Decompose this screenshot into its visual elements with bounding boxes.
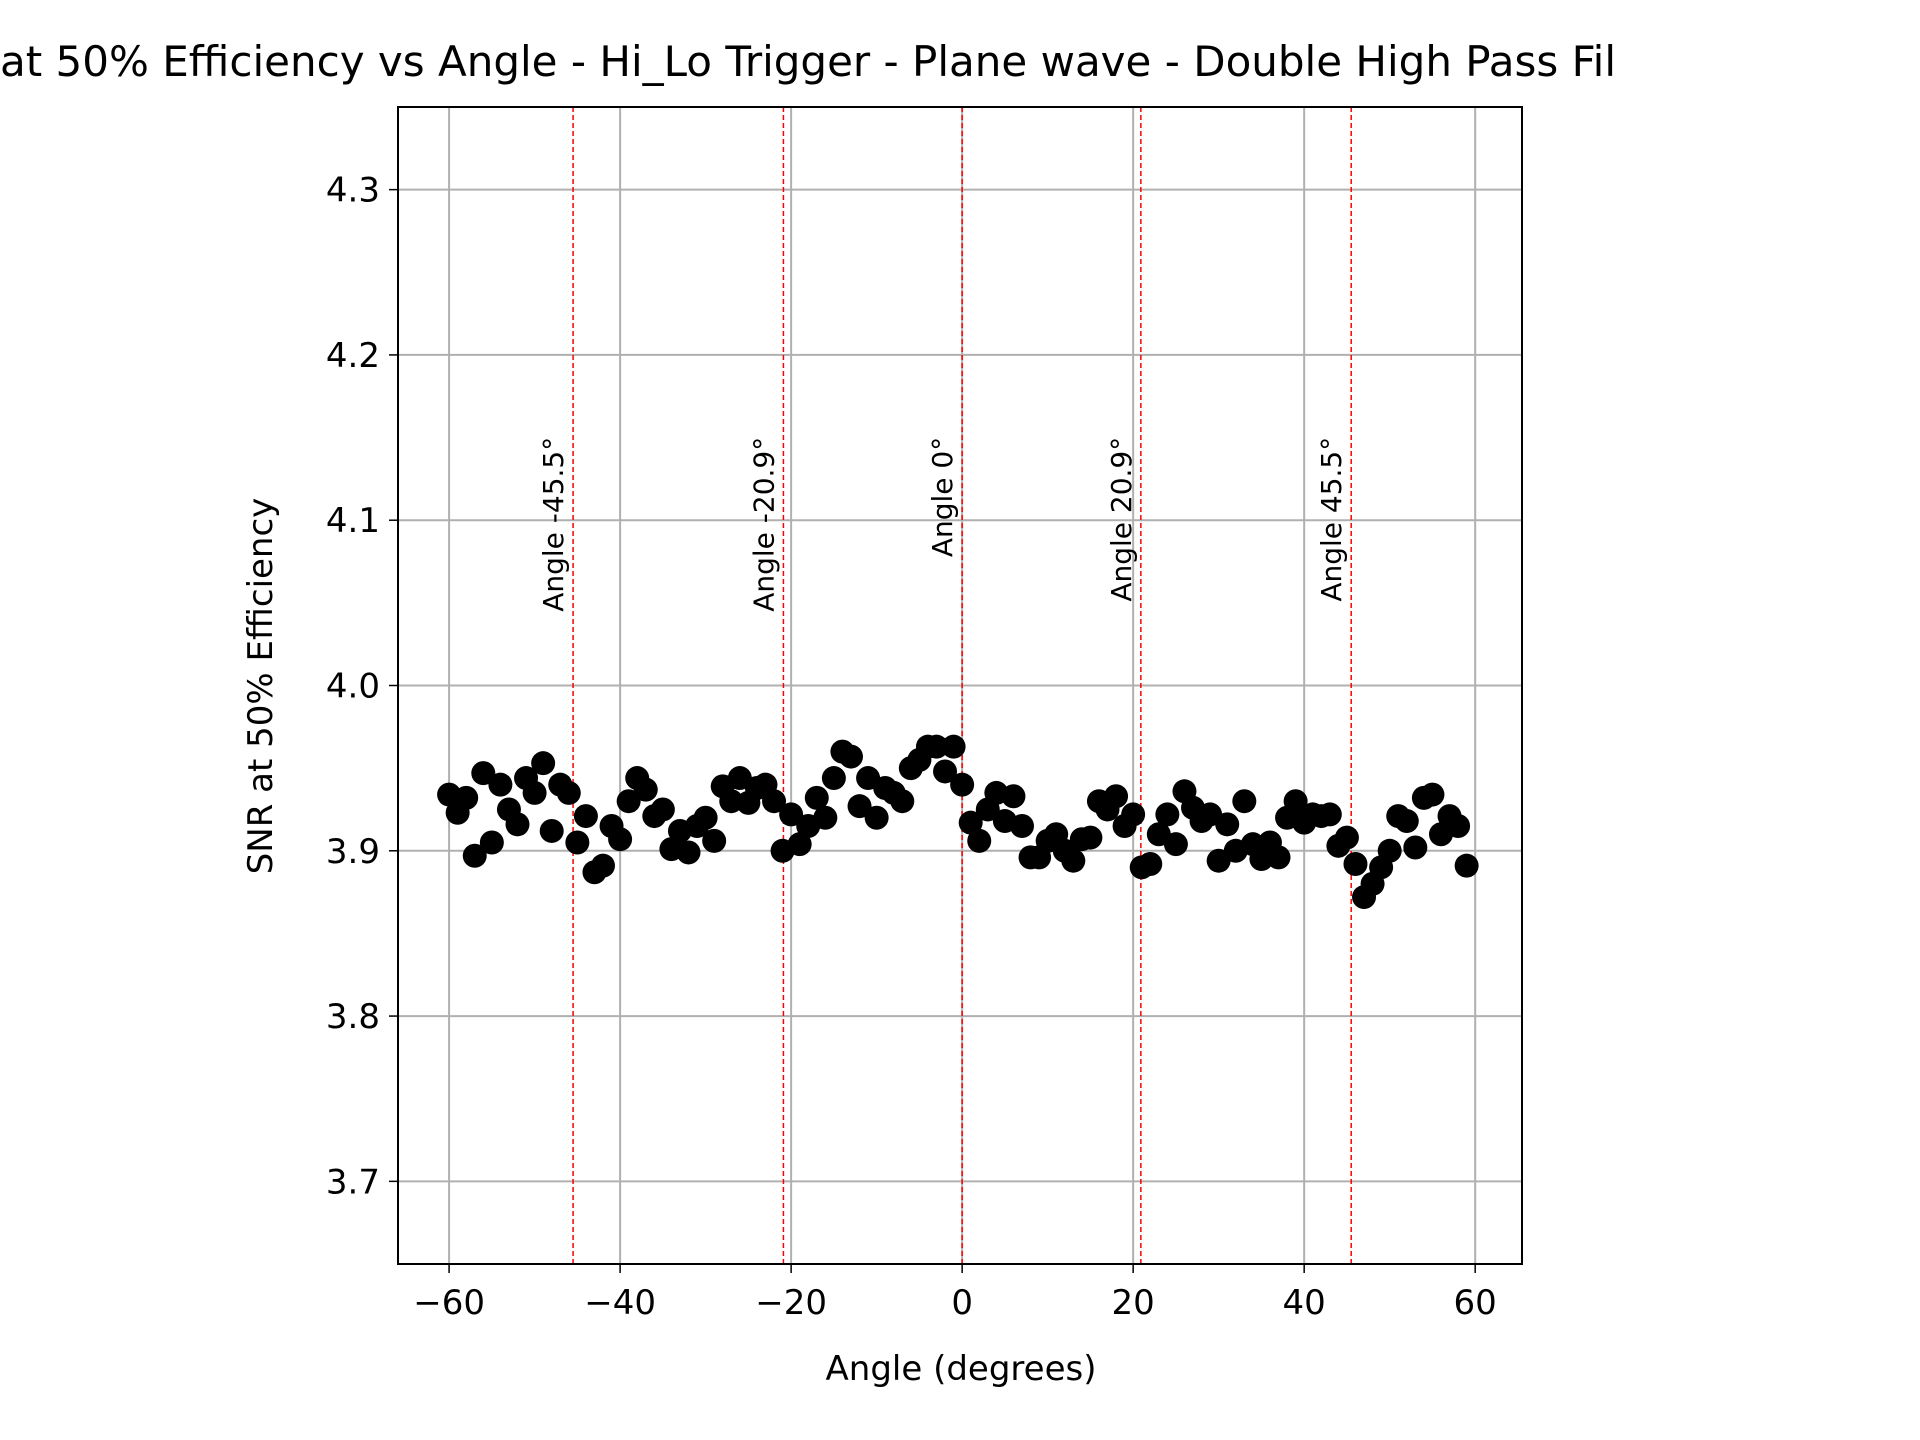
- data-point: [531, 751, 556, 776]
- y-tick-label: 4.3: [326, 171, 380, 211]
- data-point: [608, 827, 633, 852]
- data-point: [556, 780, 581, 805]
- data-point: [1155, 802, 1180, 827]
- data-point: [676, 840, 701, 865]
- y-tick-label: 3.7: [326, 1162, 380, 1202]
- data-point: [591, 853, 616, 878]
- data-point: [702, 828, 727, 853]
- chart-title: at 50% Efficiency vs Angle - Hi_Lo Trigg…: [0, 37, 1616, 86]
- data-point: [471, 761, 496, 786]
- y-tick-label: 4.1: [326, 501, 380, 541]
- data-point: [1420, 782, 1445, 807]
- data-point: [779, 802, 804, 827]
- x-tick-label: 40: [1283, 1283, 1326, 1323]
- data-point: [1454, 853, 1479, 878]
- x-tick-label: 60: [1454, 1283, 1497, 1323]
- data-point: [522, 780, 547, 805]
- data-point: [1163, 832, 1188, 857]
- data-point: [462, 843, 487, 868]
- data-point: [1138, 852, 1163, 877]
- data-point: [616, 789, 641, 814]
- plot-frame: [397, 106, 1523, 1265]
- y-tick-label: 4.0: [326, 667, 380, 707]
- x-tick-label: −60: [413, 1283, 485, 1323]
- data-point: [693, 805, 718, 830]
- data-point: [650, 797, 675, 822]
- y-tick-label: 3.9: [326, 832, 380, 872]
- data-point: [787, 832, 812, 857]
- data-point: [479, 830, 504, 855]
- data-point: [1377, 838, 1402, 863]
- data-point: [1266, 845, 1291, 870]
- data-point: [1317, 802, 1342, 827]
- data-point: [762, 789, 787, 814]
- data-point: [821, 766, 846, 791]
- data-point: [1215, 812, 1240, 837]
- reference-label: Angle 0°: [926, 437, 959, 557]
- data-point: [1394, 809, 1419, 834]
- data-point: [565, 830, 590, 855]
- data-point: [958, 810, 983, 835]
- data-point: [1121, 802, 1146, 827]
- x-tick-label: 20: [1112, 1283, 1155, 1323]
- data-point: [1009, 813, 1034, 838]
- data-point: [967, 828, 992, 853]
- data-points: [437, 734, 1479, 910]
- data-point: [1343, 852, 1368, 877]
- y-axis-label: SNR at 50% Efficiency: [241, 498, 281, 875]
- data-point: [1061, 848, 1086, 873]
- data-point: [1334, 825, 1359, 850]
- y-tick-label: 4.2: [326, 336, 380, 376]
- data-point: [1403, 835, 1428, 860]
- data-point: [1078, 825, 1103, 850]
- data-point: [633, 777, 658, 802]
- x-tick-label: −40: [584, 1283, 656, 1323]
- reference-label: Angle -20.9°: [747, 437, 780, 612]
- data-point: [1446, 813, 1471, 838]
- data-point: [454, 785, 479, 810]
- x-axis-label: Angle (degrees): [826, 1349, 1097, 1389]
- data-point: [941, 734, 966, 759]
- y-tick-label: 3.8: [326, 997, 380, 1037]
- x-tick-label: −20: [755, 1283, 827, 1323]
- data-point: [1283, 789, 1308, 814]
- reference-label: Angle -45.5°: [537, 437, 570, 612]
- data-point: [924, 734, 949, 759]
- data-point: [813, 805, 838, 830]
- data-point: [950, 772, 975, 797]
- data-point: [1104, 784, 1129, 809]
- data-point: [573, 804, 598, 829]
- data-point: [1232, 789, 1257, 814]
- reference-label: Angle 20.9°: [1105, 437, 1138, 602]
- data-point: [1001, 784, 1026, 809]
- x-tick-label: 0: [951, 1283, 973, 1323]
- data-point: [488, 772, 513, 797]
- data-point: [505, 812, 530, 837]
- data-point: [933, 759, 958, 784]
- data-point: [847, 794, 872, 819]
- data-point: [804, 785, 829, 810]
- data-point: [838, 744, 863, 769]
- reference-label: Angle 45.5°: [1315, 437, 1348, 602]
- data-point: [539, 818, 564, 843]
- data-point: [864, 805, 889, 830]
- data-point: [890, 789, 915, 814]
